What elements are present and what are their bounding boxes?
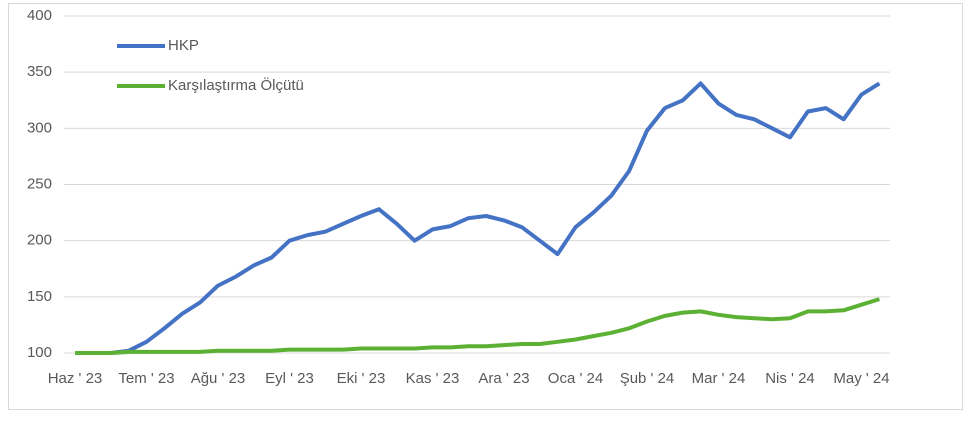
x-tick-label: Tem ' 23 [118,370,174,387]
data-line [75,297,880,355]
y-tick-label: 150 [27,288,52,305]
x-tick-label: Şub ' 24 [620,370,675,387]
x-tick-label: Eyl ' 23 [265,370,314,387]
y-tick-label: 250 [27,175,52,192]
y-tick-label: 350 [27,63,52,80]
y-tick-label: 400 [27,7,52,24]
legend-label: HKP [168,37,199,54]
x-tick-label: Kas ' 23 [406,370,460,387]
x-tick-label: Nis ' 24 [765,370,815,387]
x-tick-label: Ağu ' 23 [191,370,246,387]
x-tick-label: Eki ' 23 [337,370,386,387]
x-tick-label: Ara ' 23 [478,370,529,387]
y-tick-label: 300 [27,119,52,136]
y-tick-label: 100 [27,344,52,361]
x-tick-label: May ' 24 [833,370,889,387]
x-tick-label: Mar ' 24 [692,370,746,387]
x-tick-label: Haz ' 23 [48,370,103,387]
data-line [75,81,881,355]
legend-label: Karşılaştırma Ölçütü [168,76,304,94]
x-tick-label: Oca ' 24 [548,370,603,387]
chart-frame [8,3,963,410]
y-tick-label: 200 [27,232,52,249]
